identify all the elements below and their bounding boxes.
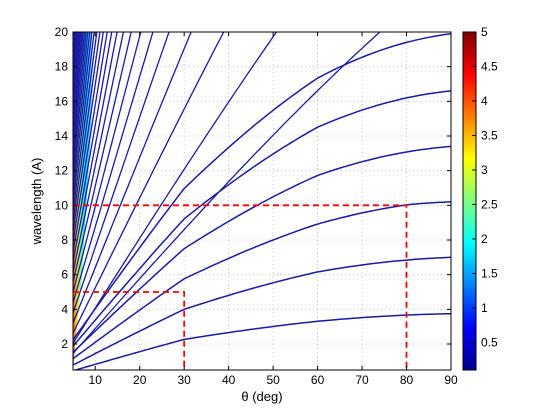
fan-line	[73, 32, 75, 49]
fan-line	[73, 32, 83, 131]
y-tick-label: 4	[61, 302, 68, 316]
fan-line	[73, 32, 192, 324]
fan-line	[73, 32, 84, 141]
fan-line	[73, 32, 170, 314]
colorbar-ticks: 0.5 1 1.5 2 2.5 3 3.5 4 4.5 5	[472, 25, 498, 349]
plot-frame	[72, 31, 452, 371]
colorbar-tick-label: 5	[481, 25, 488, 39]
fan-line	[73, 32, 86, 151]
y-tick-label: 10	[55, 198, 69, 212]
series-line	[73, 256, 451, 366]
fan-line	[73, 32, 101, 222]
x-tick-label: 30	[177, 373, 191, 387]
x-tick-label: 70	[355, 373, 369, 387]
fan-line	[73, 32, 81, 110]
fan-line	[73, 32, 76, 60]
fan-line	[73, 32, 93, 192]
fan-line	[73, 32, 381, 354]
fan-line	[73, 32, 82, 120]
fan-line	[73, 32, 87, 161]
colorbar-tick-label: 1.5	[481, 266, 498, 280]
fan-line	[73, 32, 95, 202]
x-tick-label: 40	[222, 373, 236, 387]
fan-line	[73, 32, 118, 263]
colorbar-tick-label: 2.5	[481, 197, 498, 211]
fan-line	[73, 32, 142, 293]
annotation-dashed-line	[73, 291, 186, 370]
colorbar-tick-label: 0.5	[481, 335, 498, 349]
y-tick-label: 14	[55, 129, 69, 143]
x-tick-label: 60	[311, 373, 325, 387]
fan-line	[73, 32, 132, 283]
y-tick-label: 8	[61, 233, 68, 247]
x-tick-label: 20	[133, 373, 147, 387]
series-line	[73, 32, 451, 341]
fan-line	[73, 32, 113, 253]
x-tick-label: 80	[400, 373, 414, 387]
fan-line	[73, 32, 91, 181]
colorbar-tick-label: 4.5	[481, 59, 498, 73]
annotation-dashed-line	[73, 204, 408, 370]
fan-line	[73, 32, 79, 90]
series-line	[73, 201, 451, 360]
fan-line	[73, 32, 77, 70]
fan-line	[73, 32, 125, 273]
colorbar-tick-label: 4	[481, 94, 488, 108]
x-axis-ticks: 10 20 30 40 50 60 70 80 90	[89, 32, 458, 387]
colorbar-tick-label: 3.5	[481, 128, 498, 142]
colorbar-tick-label: 2	[481, 232, 488, 246]
fan-line	[73, 32, 98, 212]
plot-background	[73, 32, 451, 370]
colorbar-tick-label: 1	[481, 301, 488, 315]
y-axis-ticks: 2 4 6 8 10 12 14 16 18 20	[55, 25, 451, 351]
fan-line	[73, 32, 78, 80]
colorbar-gradient	[462, 31, 477, 371]
y-tick-label: 12	[55, 164, 69, 178]
fan-line	[73, 32, 104, 232]
series-curves	[73, 32, 451, 370]
x-tick-label: 90	[444, 373, 458, 387]
y-tick-label: 18	[55, 60, 69, 74]
y-tick-label: 20	[55, 25, 69, 39]
x-tick-label: 10	[89, 373, 103, 387]
y-tick-label: 6	[61, 268, 68, 282]
fan-line	[73, 32, 80, 100]
colorbar-tick-label: 3	[481, 163, 488, 177]
plot-area	[72, 31, 452, 371]
x-tick-label: 50	[266, 373, 280, 387]
fan-line	[73, 32, 154, 303]
y-axis-label: wavelength (A)	[29, 158, 44, 246]
annotations	[73, 204, 408, 370]
y-tick-label: 2	[61, 337, 68, 351]
series-line	[73, 312, 451, 370]
y-tick-label: 16	[55, 94, 69, 108]
fan-lines	[73, 32, 381, 354]
colorbar: 0.5 1 1.5 2 2.5 3 3.5 4 4.5 5	[462, 25, 498, 371]
fan-line	[73, 32, 225, 334]
x-axis-label: θ (deg)	[241, 389, 282, 404]
fan-line	[73, 32, 278, 344]
series-line	[73, 90, 451, 347]
